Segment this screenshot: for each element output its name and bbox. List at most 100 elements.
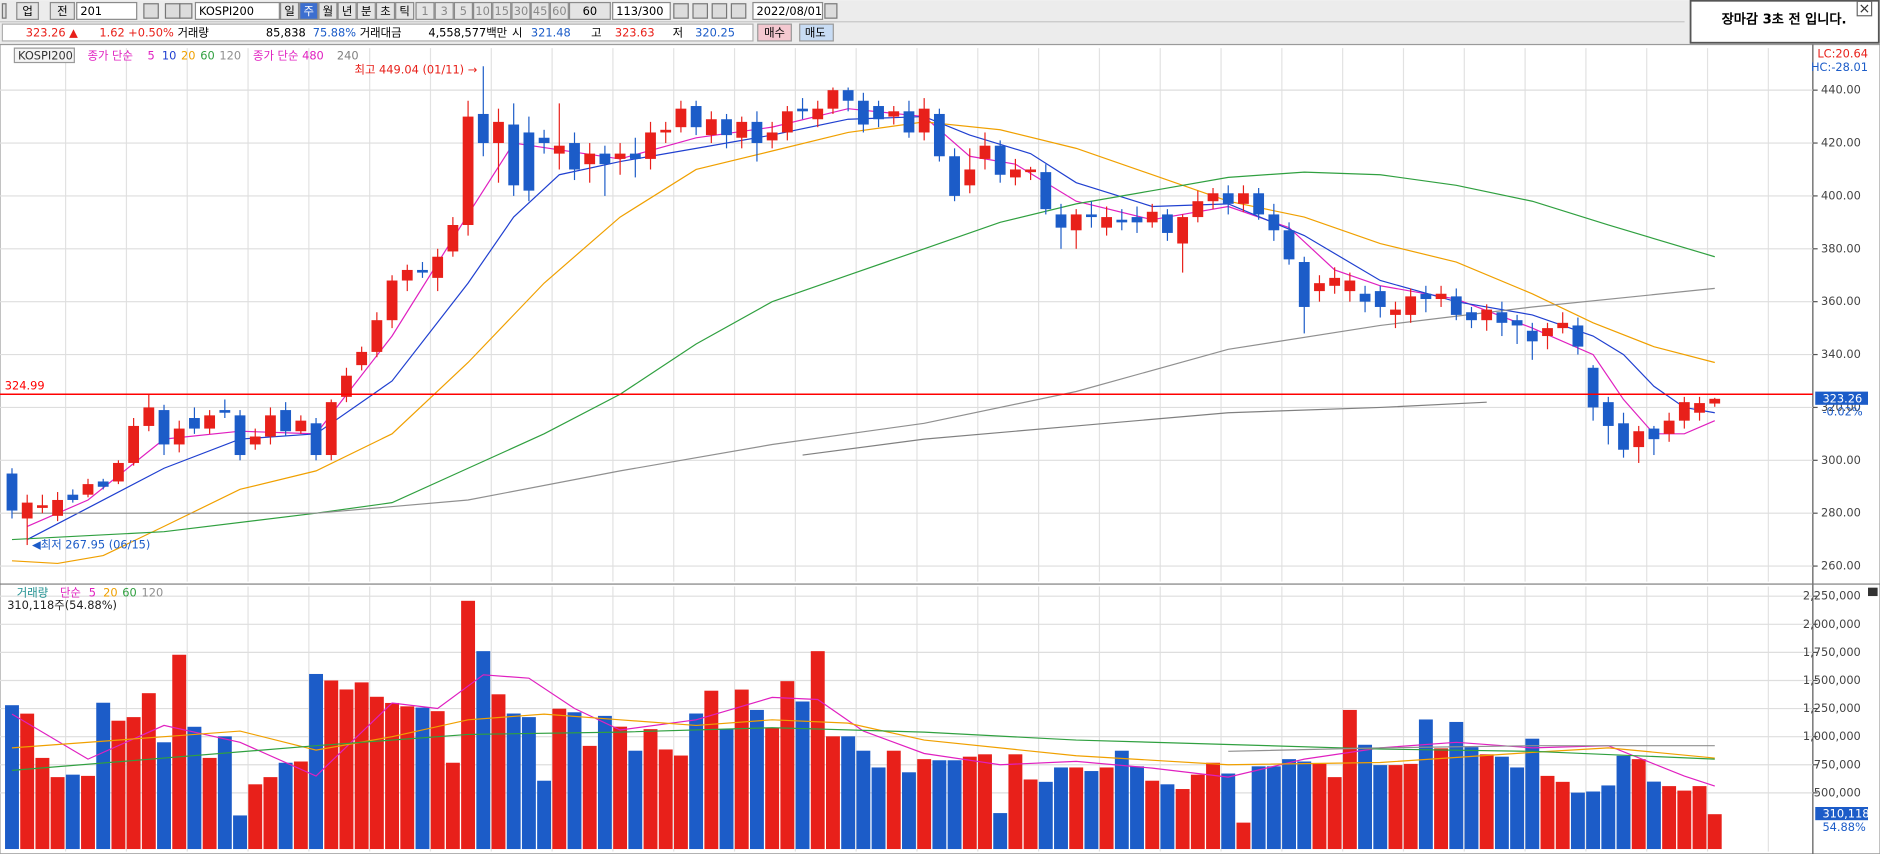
toolbar-button[interactable]: [530, 1, 550, 20]
toolbar-button[interactable]: [356, 1, 376, 20]
volume-bar: [187, 726, 202, 850]
toolbar-label[interactable]: 10: [475, 4, 489, 18]
toolbar-label[interactable]: 113/300: [616, 4, 663, 18]
toolbar-icon[interactable]: [730, 3, 747, 19]
toolbar-label[interactable]: 15: [495, 4, 509, 18]
toolbar-button[interactable]: [492, 1, 512, 20]
legend-item: 거래량: [17, 586, 49, 600]
volume-bar: [217, 736, 232, 850]
volume-bar: [1403, 763, 1418, 850]
toolbar-input[interactable]: [612, 1, 671, 20]
candle-body: [827, 90, 839, 109]
volume-bar: [537, 780, 552, 850]
buy-button[interactable]: [757, 23, 792, 42]
toolbar-label[interactable]: 일: [284, 4, 294, 18]
toolbar-label[interactable]: 60: [552, 4, 566, 18]
toolbar-label[interactable]: 1: [421, 4, 428, 18]
candle-body: [1086, 214, 1097, 218]
toolbar-label[interactable]: 전: [57, 4, 67, 18]
candle-body: [37, 505, 48, 508]
quote-value: +0.50%: [128, 26, 174, 40]
toolbar-label[interactable]: 30: [514, 4, 528, 18]
volume-bar: [1008, 754, 1023, 850]
last-volume: 310,118: [1822, 807, 1869, 821]
volume-bar: [643, 729, 658, 850]
last-volume-box: [1815, 806, 1869, 821]
toolbar-input[interactable]: [194, 1, 280, 20]
candle-body: [219, 410, 231, 413]
toolbar-label[interactable]: 5: [460, 4, 467, 18]
toolbar-label[interactable]: 분: [361, 4, 371, 18]
toolbar-icon[interactable]: [824, 3, 838, 19]
toolbar-icon[interactable]: [1, 3, 7, 19]
toolbar-button[interactable]: [511, 1, 531, 20]
panel-max-button[interactable]: [1868, 587, 1878, 597]
volume-bar: [1494, 756, 1509, 850]
toolbar-icon[interactable]: [179, 3, 193, 19]
volume-bar: [1312, 763, 1327, 850]
toolbar-button[interactable]: [16, 1, 39, 20]
toolbar-button[interactable]: [549, 1, 569, 20]
order-label[interactable]: 매수: [764, 26, 785, 40]
toolbar-button[interactable]: [375, 1, 396, 20]
toolbar-label[interactable]: KOSPI200: [199, 4, 254, 18]
toolbar-button[interactable]: [453, 1, 473, 20]
candle-body: [1420, 293, 1432, 300]
candle-body: [569, 143, 580, 170]
volume-bar: [81, 775, 95, 850]
toolbar-label[interactable]: 45: [533, 4, 547, 18]
toolbar-button[interactable]: [49, 1, 75, 20]
toolbar-button[interactable]: [415, 1, 435, 20]
volume-bar: [1692, 786, 1707, 850]
toolbar-label[interactable]: 틱: [399, 4, 409, 18]
toolbar-label[interactable]: 201: [80, 4, 102, 18]
toolbar-icon[interactable]: [673, 3, 689, 19]
toolbar-button[interactable]: [337, 1, 357, 20]
toolbar-button[interactable]: [318, 1, 338, 20]
candle-body: [781, 111, 793, 133]
y-tick-label: 500,000: [1814, 785, 1861, 799]
toolbar-label[interactable]: 주: [304, 4, 314, 18]
volume-bar: [385, 702, 400, 850]
candle-body: [1602, 402, 1614, 426]
toolbar-label[interactable]: 2022/08/01: [757, 4, 823, 18]
quote-value: 321.48: [531, 26, 571, 40]
volume-bar: [1054, 767, 1068, 850]
toolbar-input[interactable]: [76, 1, 138, 20]
toolbar-button[interactable]: [434, 1, 454, 20]
candle-body: [1314, 283, 1325, 292]
close-button[interactable]: [1856, 0, 1873, 17]
volume-bar: [993, 813, 1008, 850]
toolbar-icon[interactable]: [164, 3, 181, 19]
toolbar-input[interactable]: [752, 1, 824, 20]
toolbar-icon[interactable]: [711, 3, 728, 19]
toolbar-icon[interactable]: [692, 3, 708, 19]
toolbar-label[interactable]: 3: [441, 4, 448, 18]
toolbar-button[interactable]: [279, 1, 300, 20]
last-volume-pct: 54.88%: [1822, 820, 1866, 834]
volume-bar: [719, 729, 734, 850]
volume-bar: [1327, 777, 1342, 850]
last-price: 323.26: [1822, 391, 1862, 405]
volume-bar: [1616, 755, 1631, 850]
volume-bar: [1707, 814, 1722, 850]
volume-bar: [65, 774, 80, 850]
order-label[interactable]: 매도: [805, 26, 826, 40]
toolbar-button[interactable]: [472, 1, 493, 20]
toolbar-button[interactable]: [299, 1, 319, 20]
toolbar-label[interactable]: 업: [22, 4, 32, 18]
toolbar-label[interactable]: 월: [323, 4, 333, 18]
volume-bar: [309, 673, 324, 850]
y-tick-label: 340.00: [1821, 347, 1861, 361]
toolbar-label[interactable]: 초: [380, 4, 390, 18]
toolbar-label[interactable]: 년: [342, 4, 352, 18]
candle-body: [812, 108, 824, 120]
candle-body: [1298, 262, 1310, 307]
toolbar-button[interactable]: [568, 1, 611, 20]
candle-body: [1192, 201, 1204, 218]
y-tick-label: 380.00: [1821, 241, 1861, 255]
sell-button[interactable]: [799, 23, 834, 42]
toolbar-icon[interactable]: [143, 3, 159, 19]
toolbar-button[interactable]: [395, 1, 415, 20]
toolbar-label[interactable]: 60: [583, 4, 597, 18]
